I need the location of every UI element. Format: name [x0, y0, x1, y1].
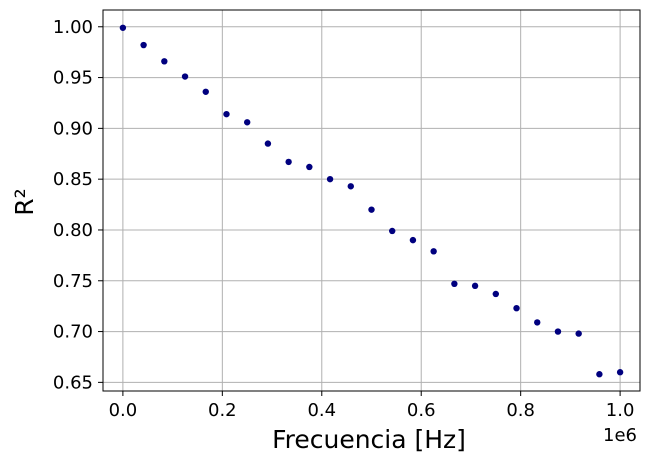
data-point — [306, 163, 313, 171]
data-point — [181, 73, 189, 80]
x-tick-label: 1.0 — [606, 400, 635, 421]
x-axis-offset-label: 1e6 — [603, 425, 637, 446]
data-point — [471, 282, 479, 290]
data-point — [243, 119, 251, 126]
data-point — [596, 371, 603, 378]
x-axis-label: Frecuencia [Hz] — [272, 425, 466, 454]
data-point — [264, 140, 272, 147]
data-point — [119, 24, 127, 31]
x-tick-label: 0.0 — [109, 400, 138, 421]
data-point — [347, 183, 354, 190]
data-point — [389, 227, 396, 235]
data-points — [119, 24, 624, 378]
data-point — [409, 236, 417, 244]
data-point — [492, 290, 500, 298]
y-tick-label: 0.85 — [53, 169, 93, 190]
data-point — [430, 248, 437, 255]
x-tick-label: 0.6 — [407, 400, 436, 421]
data-point — [451, 280, 458, 288]
x-axis-ticks: 0.0 0.2 0.4 0.6 0.8 1.0 — [109, 391, 635, 421]
x-tick-label: 0.8 — [506, 400, 535, 421]
y-tick-label: 1.00 — [53, 17, 93, 38]
y-axis-label: R² — [10, 188, 39, 215]
y-tick-label: 0.90 — [53, 118, 93, 139]
y-tick-label: 0.75 — [53, 271, 93, 292]
plot-frame — [102, 9, 641, 392]
data-point — [534, 319, 541, 326]
data-point — [161, 58, 168, 65]
y-tick-label: 0.65 — [53, 372, 93, 393]
y-axis-ticks: 0.65 0.70 0.75 0.80 0.85 0.90 0.95 1.00 — [53, 17, 103, 393]
data-point — [616, 369, 624, 376]
grid-lines — [103, 10, 640, 391]
y-tick-label: 0.95 — [53, 68, 93, 89]
data-point — [554, 328, 562, 335]
y-tick-label: 0.80 — [53, 220, 93, 241]
data-point — [202, 88, 209, 95]
data-point — [140, 41, 147, 49]
data-point — [575, 330, 582, 337]
data-point — [223, 110, 230, 118]
y-tick-label: 0.70 — [53, 322, 93, 343]
data-point — [368, 206, 375, 213]
plot-background — [103, 10, 640, 391]
x-tick-label: 0.2 — [208, 400, 237, 421]
data-point — [285, 158, 292, 166]
x-tick-label: 0.4 — [307, 400, 336, 421]
data-point — [513, 304, 520, 312]
data-point — [326, 175, 334, 183]
